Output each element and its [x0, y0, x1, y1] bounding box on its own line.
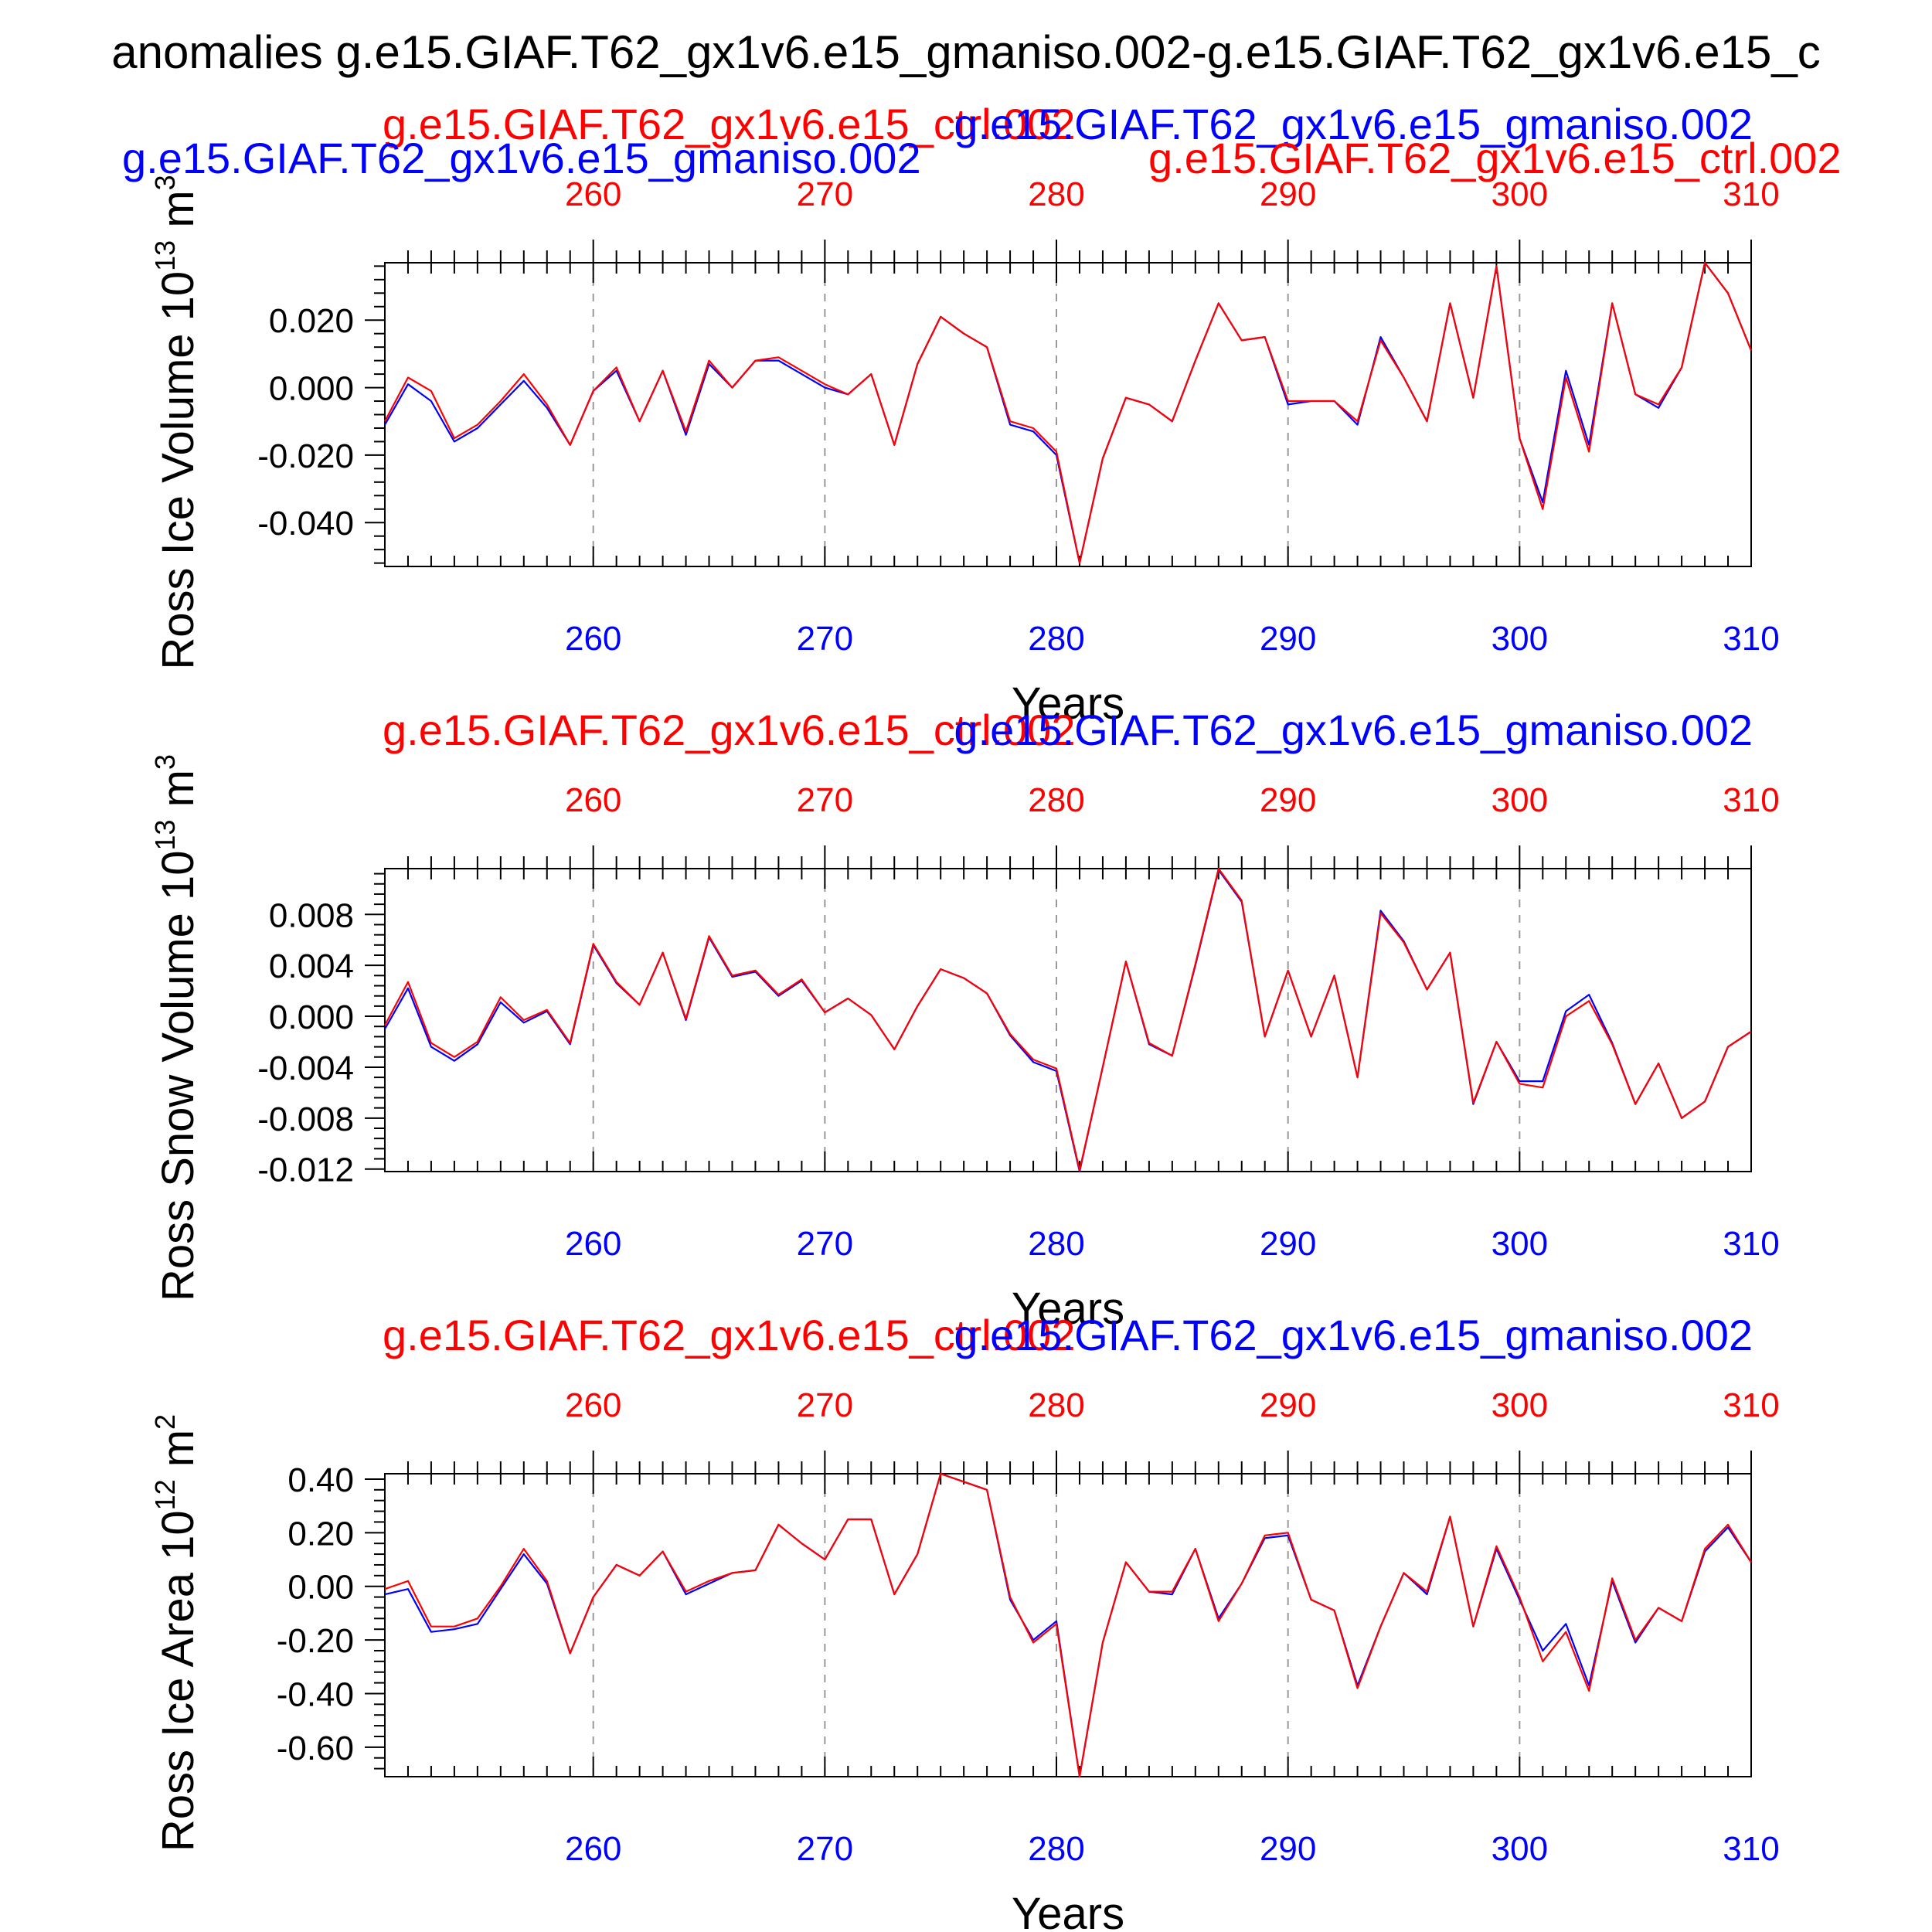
y-axis-label-part: m: [153, 1430, 203, 1479]
y-axis-label-part: Ross Ice Area 10: [153, 1510, 203, 1852]
y-axis-label-part: m: [153, 190, 203, 240]
y-tick-label: 0.00: [287, 1569, 354, 1607]
top-x-tick-label: 270: [797, 781, 853, 819]
top-x-tick-label: 260: [565, 1386, 621, 1424]
top-x-tick-label: 300: [1492, 781, 1548, 819]
top-x-tick-label: 280: [1028, 781, 1084, 819]
x-tick-label: 260: [565, 1225, 621, 1263]
panel-1: -0.040 -0.020 0.000 0.020 260 260 270 270 280 280…: [122, 100, 1842, 729]
x-tick-label: 280: [1028, 1225, 1084, 1263]
y-tick-label: -0.008: [257, 1100, 354, 1138]
y-tick-label: -0.004: [257, 1049, 354, 1087]
y-tick-label: -0.012: [257, 1151, 354, 1189]
y-tick-label: -0.40: [277, 1675, 354, 1713]
series-line-gmaniso: [384, 869, 1752, 1173]
x-tick-label: 270: [797, 1830, 853, 1868]
x-tick-label: 290: [1260, 1830, 1316, 1868]
y-axis-label: Ross Ice Volume 1013 m3: [149, 175, 203, 669]
series-line-gmaniso: [384, 261, 1753, 564]
x-axis-label: Years: [1012, 1889, 1124, 1932]
y-tick-label: -0.040: [257, 505, 354, 543]
y-tick-label: -0.60: [277, 1730, 354, 1767]
y-axis-label-part: 13: [149, 240, 181, 271]
x-tick-label: 300: [1492, 620, 1548, 658]
x-tick-label: 260: [565, 1830, 621, 1868]
y-axis-label-part: 3: [149, 754, 181, 770]
series-title-right: g.e15.GIAF.T62_gx1v6.e15_gmaniso.002: [954, 100, 1753, 148]
plot-frame: [384, 868, 1752, 1172]
plot-frame: [384, 262, 1752, 567]
y-axis-label: Ross Snow Volume 1013 m3: [149, 754, 203, 1301]
series-title-right: g.e15.GIAF.T62_gx1v6.e15_gmaniso.002: [954, 1311, 1753, 1359]
y-axis-label-part: m: [153, 770, 203, 819]
top-x-tick-label: 260: [565, 781, 621, 819]
y-axis-label-part: 13: [149, 819, 181, 850]
x-tick-label: 310: [1723, 1225, 1779, 1263]
top-x-tick-label: 280: [1028, 1386, 1084, 1424]
x-tick-label: 270: [797, 620, 853, 658]
y-tick-label: 0.020: [269, 302, 354, 340]
top-x-tick-label: 280: [1028, 175, 1084, 213]
top-x-tick-label: 300: [1492, 1386, 1548, 1424]
y-axis-label-part: 2: [149, 1414, 181, 1430]
top-x-tick-label: 310: [1723, 1386, 1779, 1424]
series-title-left: g.e15.GIAF.T62_gx1v6.e15_ctrl.002: [383, 1311, 1076, 1359]
top-x-tick-label: 260: [565, 175, 621, 213]
y-tick-label: 0.40: [287, 1461, 354, 1499]
panel-2: -0.012 -0.008 -0.004 0.000 0.004 0.008 260 260 2…: [149, 706, 1780, 1334]
top-x-tick-label: 270: [797, 175, 853, 213]
y-tick-label: -0.020: [257, 437, 354, 475]
y-tick-label: 0.000: [269, 370, 354, 408]
series-line-ctrl: [384, 1472, 1752, 1778]
y-axis-label-part: Ross Snow Volume 10: [153, 850, 203, 1301]
top-x-tick-label: 300: [1492, 175, 1548, 213]
x-tick-label: 280: [1028, 1830, 1084, 1868]
series-title-right-extra: g.e15.GIAF.T62_gx1v6.e15_ctrl.002: [1148, 134, 1842, 182]
panel-3: -0.60 -0.40 -0.20 0.00 0.20 0.40 260 260 270 270 2…: [149, 1311, 1780, 1932]
series-title-left: g.e15.GIAF.T62_gx1v6.e15_ctrl.002: [383, 706, 1076, 754]
x-tick-label: 310: [1723, 1830, 1779, 1868]
x-tick-label: 300: [1492, 1225, 1548, 1263]
x-tick-label: 290: [1260, 1225, 1316, 1263]
series-line-gmaniso: [384, 1472, 1752, 1778]
x-tick-label: 270: [797, 1225, 853, 1263]
plot-frame: [384, 1473, 1752, 1777]
top-x-tick-label: 290: [1260, 175, 1316, 213]
x-tick-label: 290: [1260, 620, 1316, 658]
y-axis-label-part: 3: [149, 175, 181, 190]
top-x-tick-label: 290: [1260, 1386, 1316, 1424]
x-tick-label: 300: [1492, 1830, 1548, 1868]
y-axis-label: Ross Ice Area 1012 m2: [149, 1414, 203, 1852]
x-tick-label: 260: [565, 620, 621, 658]
top-x-tick-label: 310: [1723, 781, 1779, 819]
main-title: anomalies g.e15.GIAF.T62_gx1v6.e15_gmani…: [111, 26, 1820, 78]
y-tick-label: 0.20: [287, 1515, 354, 1553]
x-tick-label: 310: [1723, 620, 1779, 658]
y-tick-label: 0.004: [269, 947, 354, 985]
top-x-tick-label: 270: [797, 1386, 853, 1424]
x-axis-label: Years: [1012, 1284, 1124, 1334]
top-x-tick-label: 290: [1260, 781, 1316, 819]
y-tick-label: 0.008: [269, 896, 354, 934]
x-tick-label: 280: [1028, 620, 1084, 658]
x-axis-label: Years: [1012, 679, 1124, 729]
y-tick-label: 0.000: [269, 998, 354, 1036]
series-title-right: g.e15.GIAF.T62_gx1v6.e15_gmaniso.002: [954, 706, 1753, 754]
y-axis-label-part: Ross Ice Volume 10: [153, 271, 203, 670]
series-line-ctrl: [384, 867, 1752, 1172]
y-tick-label: -0.20: [277, 1622, 354, 1660]
series-line-ctrl: [384, 261, 1753, 564]
y-axis-label-part: 12: [149, 1479, 181, 1510]
series-title-left-extra: g.e15.GIAF.T62_gx1v6.e15_gmaniso.002: [122, 134, 921, 182]
series-title-left: g.e15.GIAF.T62_gx1v6.e15_ctrl.002: [383, 100, 1076, 148]
top-x-tick-label: 310: [1723, 175, 1779, 213]
